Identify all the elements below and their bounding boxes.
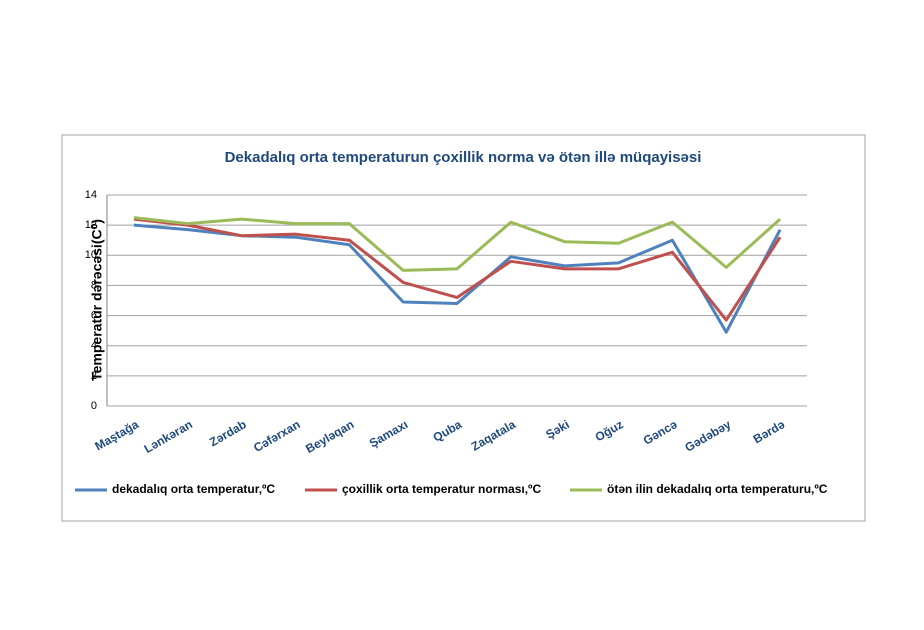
chart-frame xyxy=(61,134,866,522)
y-tick-label: 14 xyxy=(85,189,97,201)
y-tick-label: 12 xyxy=(85,219,97,231)
chart-title: Dekadalıq orta temperaturun çoxillik nor… xyxy=(225,149,702,166)
y-tick-label: 8 xyxy=(91,279,97,291)
y-tick-label: 6 xyxy=(91,309,97,321)
legend-label: çoxillik orta temperatur norması,ºC xyxy=(342,482,541,496)
y-tick-label: 10 xyxy=(85,249,97,261)
y-axis-label: Temperatur dərəcəsi(C⁰) xyxy=(89,219,105,381)
series-line xyxy=(133,216,782,272)
legend-label: dekadalıq orta temperatur,ºC xyxy=(112,482,275,496)
y-tick-label: 0 xyxy=(91,400,97,412)
series-line xyxy=(133,217,782,322)
y-tick-label: 4 xyxy=(91,340,97,352)
legend-label: ötən ilin dekadalıq orta temperaturu,ºC xyxy=(607,482,828,496)
y-tick-label: 2 xyxy=(91,370,97,382)
